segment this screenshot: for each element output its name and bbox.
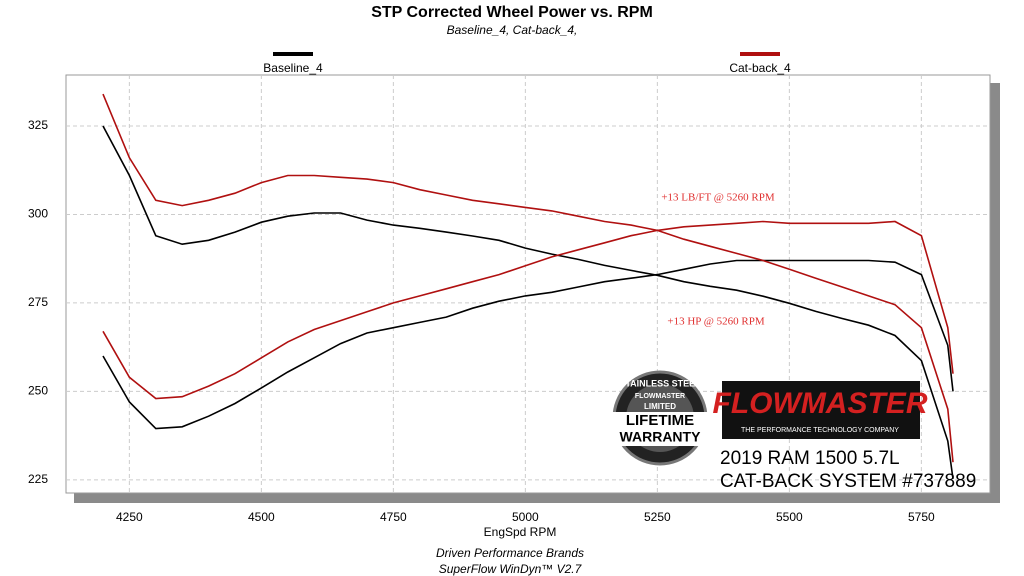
flowmaster-logo: FLOWMASTER THE PERFORMANCE TECHNOLOGY CO… (713, 381, 928, 439)
logo-tagline: THE PERFORMANCE TECHNOLOGY COMPANY (741, 427, 899, 434)
logo-box (722, 381, 920, 439)
warranty-badge: STAINLESS STEEL FLOWMASTER LIMITED LIFET… (610, 370, 710, 466)
footer-text: Driven Performance Brands (436, 546, 584, 560)
badge-text: WARRANTY (620, 429, 702, 445)
annotation: +13 HP @ 5260 RPM (667, 316, 764, 328)
badge-text: LIFETIME (626, 412, 694, 429)
x-tick-label: 5500 (776, 510, 803, 524)
legend-label: Baseline_4 (263, 61, 323, 75)
badge-text: STAINLESS STEEL (619, 378, 701, 388)
x-tick-label: 4250 (116, 510, 143, 524)
y-tick-label: 250 (28, 384, 48, 398)
y-tick-label: 300 (28, 207, 48, 221)
series-line (102, 93, 954, 463)
vehicle-text: 2019 RAM 1500 5.7L (720, 448, 900, 469)
y-tick-label: 275 (28, 295, 48, 309)
x-tick-label: 4500 (248, 510, 275, 524)
legend-label: Cat-back_4 (729, 61, 791, 75)
chart-title: STP Corrected Wheel Power vs. RPM (371, 4, 653, 21)
x-tick-label: 5250 (644, 510, 671, 524)
logo-brand: FLOWMASTER (713, 387, 928, 420)
y-tick-label: 325 (28, 118, 48, 132)
x-tick-label: 4750 (380, 510, 407, 524)
footer-text: SuperFlow WinDyn™ V2.7 (439, 562, 583, 576)
series-line (102, 125, 954, 479)
x-tick-label: 5750 (908, 510, 935, 524)
series-line (102, 220, 954, 400)
y-tick-label: 225 (28, 472, 48, 486)
chart-subtitle: Baseline_4, Cat-back_4, (447, 23, 578, 37)
system-text: CAT-BACK SYSTEM #737889 (720, 471, 976, 492)
x-tick-label: 5000 (512, 510, 539, 524)
badge-text: FLOWMASTER (635, 393, 685, 400)
badge-band (610, 412, 710, 446)
annotation: +13 LB/FT @ 5260 RPM (661, 192, 775, 204)
badge-text: LIMITED (644, 402, 676, 411)
series-line (102, 259, 954, 430)
x-axis-label: EngSpd RPM (484, 525, 557, 539)
